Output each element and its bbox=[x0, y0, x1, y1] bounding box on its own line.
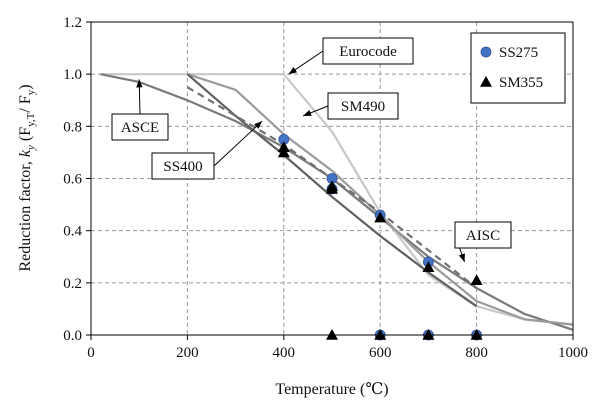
callout-box bbox=[322, 37, 414, 65]
callout-box bbox=[151, 152, 215, 180]
callout-label: AISC bbox=[466, 228, 500, 244]
legend-marker-sm355 bbox=[480, 76, 492, 87]
callout-label: ASCE bbox=[121, 120, 159, 136]
callout-box bbox=[454, 221, 512, 249]
callout-label: Eurocode bbox=[339, 44, 397, 60]
x-tick-label: 400 bbox=[273, 345, 296, 361]
callout-arrowhead bbox=[288, 67, 298, 75]
x-tick-label: 1000 bbox=[558, 345, 588, 361]
callout-label: SM490 bbox=[341, 99, 385, 115]
callout-arrowhead bbox=[458, 253, 465, 262]
y-tick-label: 1.2 bbox=[63, 15, 82, 31]
point-sm355 bbox=[422, 329, 435, 340]
callout-arrowhead bbox=[136, 79, 143, 88]
y-axis-title: Reduction factor, ky (Fy,T/ Fy) bbox=[17, 84, 37, 271]
callout-sm490: SM490 bbox=[302, 92, 399, 120]
point-sm355 bbox=[374, 211, 387, 223]
y-tick-label: 0.2 bbox=[63, 276, 82, 292]
y-tick-label: 0.8 bbox=[63, 119, 82, 135]
y-tick-label: 0.4 bbox=[63, 224, 82, 240]
legend-label-sm355: SM355 bbox=[499, 75, 543, 91]
legend-label-ss275: SS275 bbox=[499, 45, 538, 61]
callout-box bbox=[111, 113, 169, 141]
callout-leader bbox=[213, 120, 263, 167]
legend-box bbox=[470, 32, 566, 104]
ticks: 0 200 400 600 800 1000 0.0 0.2 0.4 0.6 0.8 1.0 1.2 bbox=[63, 15, 588, 361]
point-sm355 bbox=[422, 261, 435, 272]
x-tick-label: 200 bbox=[176, 345, 199, 361]
callout-box bbox=[327, 92, 399, 120]
callout-eurocode: Eurocode bbox=[288, 37, 414, 75]
callout-ss400: SS400 bbox=[151, 120, 263, 180]
point-sm355 bbox=[374, 329, 387, 340]
point-sm355 bbox=[326, 329, 338, 340]
point-sm355 bbox=[277, 146, 290, 158]
y-tick-label: 0.0 bbox=[63, 328, 82, 344]
x-tick-label: 600 bbox=[369, 345, 392, 361]
point-sm355 bbox=[470, 274, 483, 286]
x-axis-title: Temperature (℃) bbox=[275, 381, 388, 398]
legend-marker-ss275 bbox=[480, 46, 492, 58]
x-tick-label: 800 bbox=[465, 345, 488, 361]
legend: SS275 SM355 bbox=[470, 32, 566, 104]
y-tick-label: 0.6 bbox=[63, 172, 82, 188]
y-tick-label: 1.0 bbox=[63, 67, 82, 83]
callout-label: SS400 bbox=[163, 159, 202, 175]
point-sm355 bbox=[326, 182, 338, 194]
callouts: Eurocode ASCE SM490 SS400 AISC bbox=[111, 37, 512, 263]
callout-arrowhead bbox=[254, 121, 263, 129]
point-sm355 bbox=[470, 329, 483, 340]
callout-arrowhead bbox=[303, 109, 312, 116]
callout-aisc: AISC bbox=[454, 221, 512, 263]
series-line-ss400 bbox=[186, 73, 478, 308]
x-tick-label: 0 bbox=[87, 345, 95, 361]
callout-asce: ASCE bbox=[111, 79, 169, 141]
